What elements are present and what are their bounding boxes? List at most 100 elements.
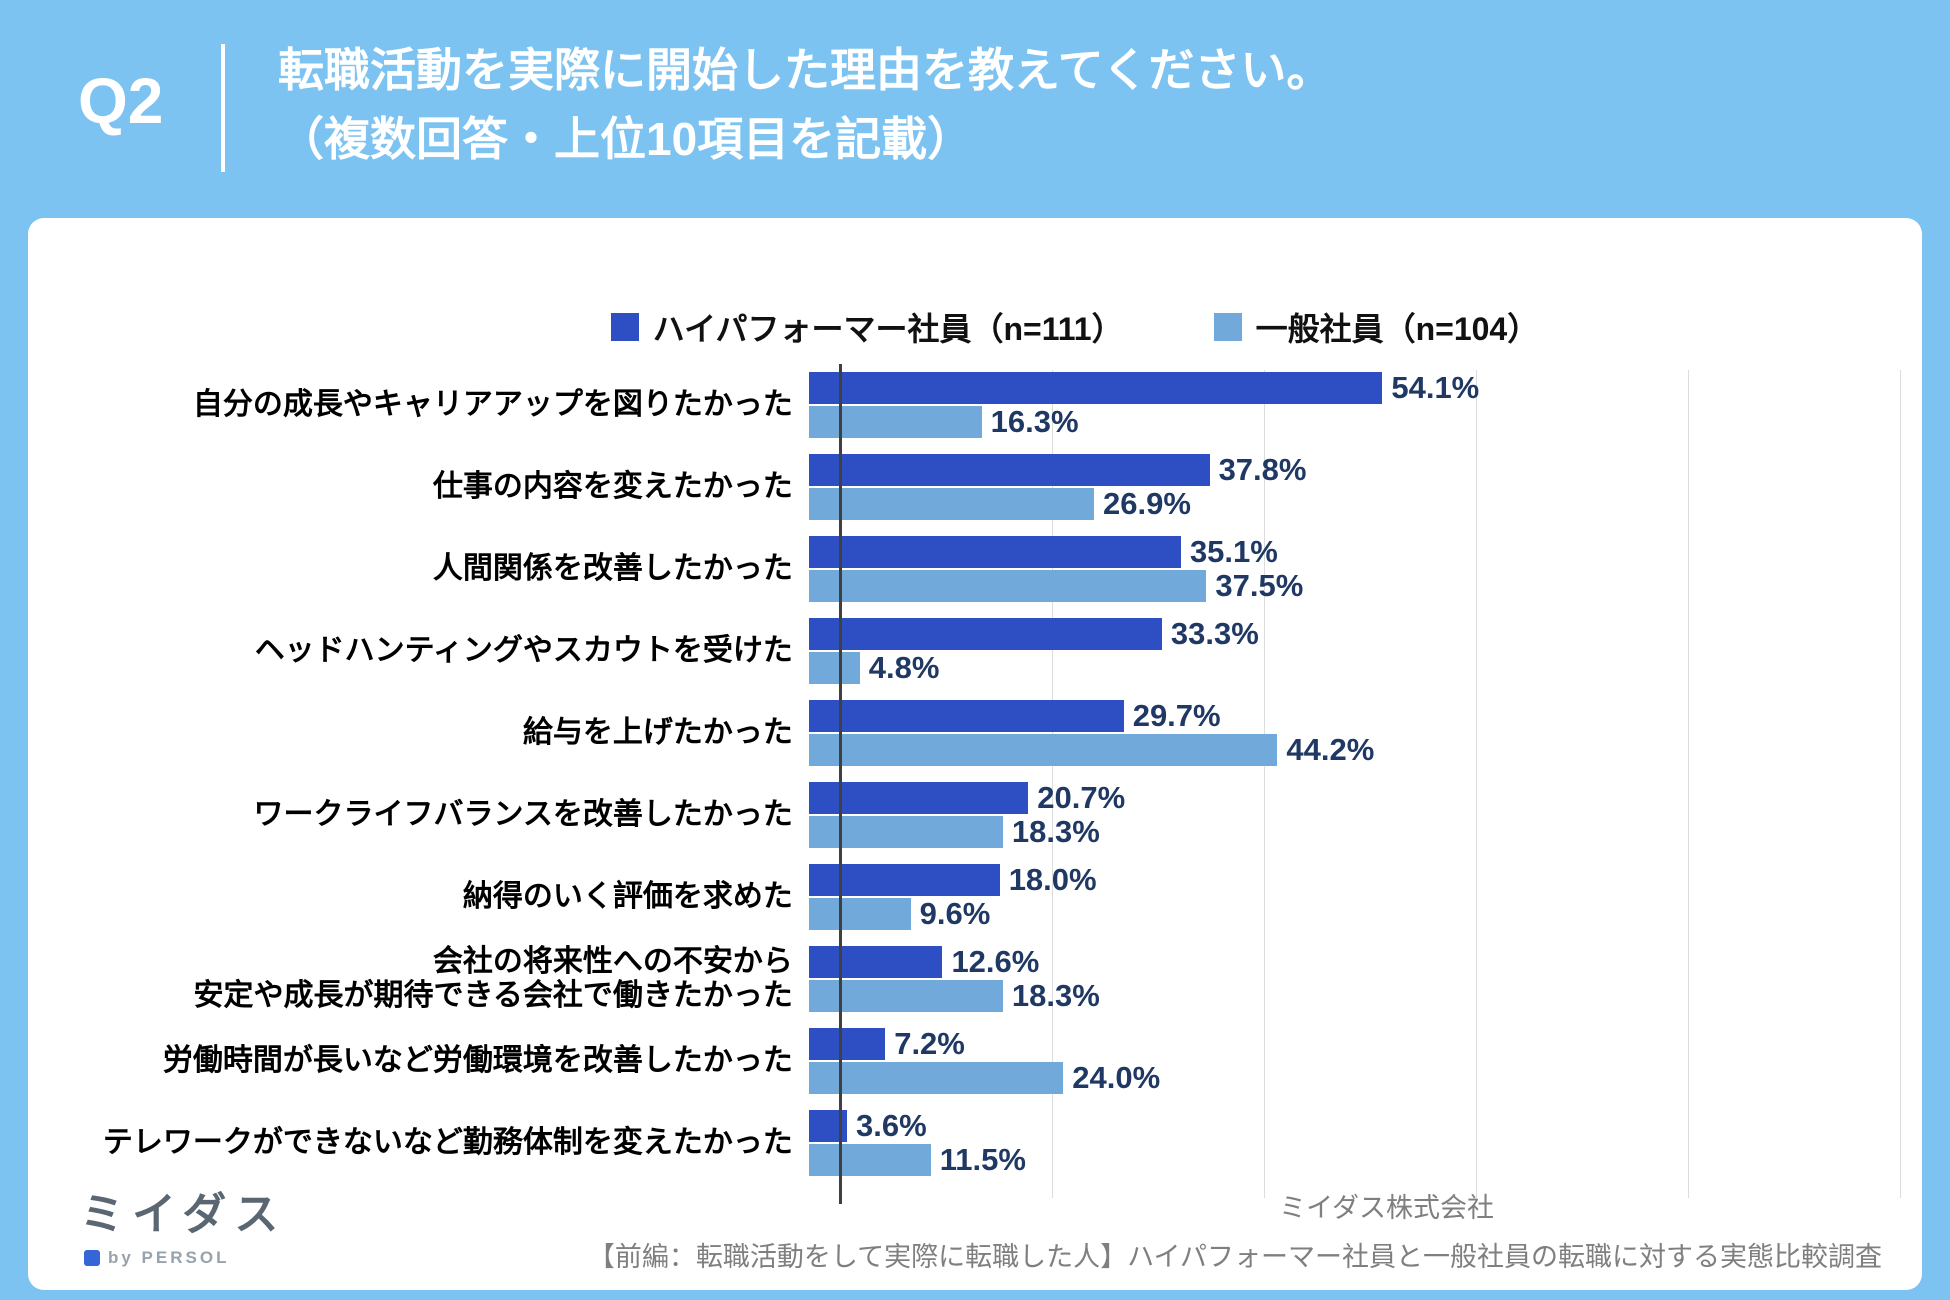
legend-label-highperformer: ハイパフォーマー社員（n=111） [652, 311, 1124, 347]
miidas-logo: ミイダス by PERSOL [80, 1178, 286, 1268]
y-axis-line [839, 364, 842, 1204]
chart-row: テレワークができないなど勤務体制を変えたかった 3.6% 11.5% [28, 1108, 1922, 1178]
page-title-line2: （複数回答・上位10項目を記載） [278, 113, 974, 165]
survey-caption: 【前編：転職活動をして実際に転職した人】ハイパフォーマー社員と一般社員の転職に対… [587, 1242, 1882, 1272]
bar-line-highperformer: 37.8% [808, 452, 1922, 487]
bar-line-general: 18.3% [808, 978, 1922, 1013]
chart-legend: ハイパフォーマー社員（n=111） 一般社員（n=104） [28, 304, 1922, 350]
value-label: 7.2% [894, 1026, 965, 1061]
chart-row: 給与を上げたかった 29.7% 44.2% [28, 698, 1922, 768]
company-name: ミイダス株式会社 [1279, 1193, 1494, 1223]
bar-group: 54.1% 16.3% [808, 370, 1922, 440]
bar-highperformer [808, 946, 943, 978]
bar-group: 37.8% 26.9% [808, 452, 1922, 522]
chart-card: ハイパフォーマー社員（n=111） 一般社員（n=104） 自分の成長やキャリア… [28, 218, 1922, 1290]
value-label: 20.7% [1037, 780, 1126, 815]
plot-gridlines [840, 370, 1901, 1198]
value-label: 9.6% [919, 896, 991, 931]
legend-item-highperformer: ハイパフォーマー社員（n=111） [610, 304, 1124, 350]
bar-general [808, 570, 1207, 602]
gridline [1052, 370, 1053, 1198]
bar-chart: 自分の成長やキャリアアップを図りたかった 54.1% 16.3% 仕事の内容を変えたか… [28, 364, 1922, 1204]
value-label: 26.9% [1103, 486, 1191, 521]
value-label: 4.8% [868, 650, 940, 685]
bar-line-highperformer: 3.6% [808, 1108, 1922, 1143]
category-label: ワークライフバランスを改善したかった [253, 797, 793, 831]
bar-group: 20.7% 18.3% [808, 780, 1922, 850]
value-label: 54.1% [1391, 370, 1480, 405]
gridline [1688, 370, 1689, 1198]
page-title-line1: 転職活動を実際に開始した理由を教えてください。 [278, 44, 1333, 96]
value-label: 44.2% [1286, 732, 1375, 767]
bar-line-highperformer: 33.3% [808, 616, 1922, 651]
footer-credits: ミイダス株式会社 【前編：転職活動をして実際に転職した人】ハイパフォーマー社員と… [588, 1186, 1882, 1274]
category-label: 給与を上げたかった [522, 715, 793, 749]
gridline [1900, 370, 1901, 1198]
gridline [1264, 370, 1265, 1198]
value-label: 29.7% [1132, 698, 1221, 733]
bar-general [808, 1062, 1064, 1094]
bar-group: 12.6% 18.3% [808, 944, 1922, 1014]
chart-row: ワークライフバランスを改善したかった 20.7% 18.3% [28, 780, 1922, 850]
category-label: 人間関係を改善したかった [432, 551, 793, 585]
legend-label-general: 一般社員（n=104） [1255, 311, 1540, 347]
chart-row: 納得のいく評価を求めた 18.0% 9.6% [28, 862, 1922, 932]
legend-swatch-highperformer-icon [610, 313, 639, 341]
category-label: テレワークができないなど勤務体制を変えたかった [102, 1125, 793, 1159]
value-label: 12.6% [951, 944, 1040, 979]
legend-item-general: 一般社員（n=104） [1213, 304, 1540, 350]
value-label: 18.3% [1011, 978, 1100, 1013]
value-label: 35.1% [1189, 534, 1278, 569]
bar-line-general: 16.3% [808, 404, 1922, 439]
page-title: 転職活動を実際に開始した理由を教えてください。 （複数回答・上位10項目を記載） [278, 36, 1332, 174]
bar-general [808, 652, 860, 684]
category-label: 労働時間が長いなど労働環境を改善したかった [162, 1043, 793, 1077]
bar-line-highperformer: 54.1% [808, 370, 1922, 405]
value-label: 33.3% [1170, 616, 1259, 651]
value-label: 24.0% [1072, 1060, 1161, 1095]
value-label: 37.5% [1215, 568, 1304, 603]
bar-line-highperformer: 12.6% [808, 944, 1922, 979]
bar-highperformer [808, 618, 1162, 650]
bar-line-highperformer: 20.7% [808, 780, 1922, 815]
bar-general [808, 980, 1003, 1012]
value-label: 3.6% [856, 1108, 927, 1143]
bar-highperformer [808, 372, 1383, 404]
bar-group: 29.7% 44.2% [808, 698, 1922, 768]
bar-highperformer [808, 536, 1181, 568]
category-label: 会社の将来性への不安から 安定や成長が期待できる会社で働きたかった [193, 944, 793, 1013]
miidas-logo-text: ミイダス [80, 1190, 287, 1239]
chart-row: 労働時間が長いなど労働環境を改善したかった 7.2% 24.0% [28, 1026, 1922, 1096]
bar-highperformer [808, 700, 1124, 732]
bar-general [808, 488, 1095, 520]
bar-general [808, 898, 911, 930]
bar-line-general: 4.8% [808, 650, 1922, 685]
bar-line-highperformer: 35.1% [808, 534, 1922, 569]
chart-row: 人間関係を改善したかった 35.1% 37.5% [28, 534, 1922, 604]
gridline [1476, 370, 1477, 1198]
bar-line-highperformer: 29.7% [808, 698, 1922, 733]
bar-line-highperformer: 7.2% [808, 1026, 1922, 1061]
question-number: Q2 [78, 65, 164, 137]
bar-highperformer [808, 454, 1210, 486]
category-label: 自分の成長やキャリアアップを図りたかった [192, 387, 793, 421]
category-label: ヘッドハンティングやスカウトを受けた [254, 633, 793, 667]
header-divider [221, 44, 225, 172]
persol-byline: by PERSOL [84, 1248, 286, 1268]
bar-line-highperformer: 18.0% [808, 862, 1922, 897]
chart-row: 自分の成長やキャリアアップを図りたかった 54.1% 16.3% [28, 370, 1922, 440]
value-label: 16.3% [990, 404, 1079, 439]
persol-logo-icon [84, 1250, 100, 1266]
bar-group: 33.3% 4.8% [808, 616, 1922, 686]
bar-highperformer [808, 1028, 886, 1060]
header: Q2 転職活動を実際に開始した理由を教えてください。 （複数回答・上位10項目を… [0, 0, 1950, 218]
chart-row: 仕事の内容を変えたかった 37.8% 26.9% [28, 452, 1922, 522]
bar-highperformer [808, 782, 1029, 814]
bar-general [808, 406, 982, 438]
value-label: 18.0% [1008, 862, 1097, 897]
persol-byline-text: by PERSOL [108, 1248, 230, 1267]
bar-line-general: 26.9% [808, 486, 1922, 521]
bar-group: 7.2% 24.0% [808, 1026, 1922, 1096]
bar-general [808, 816, 1003, 848]
